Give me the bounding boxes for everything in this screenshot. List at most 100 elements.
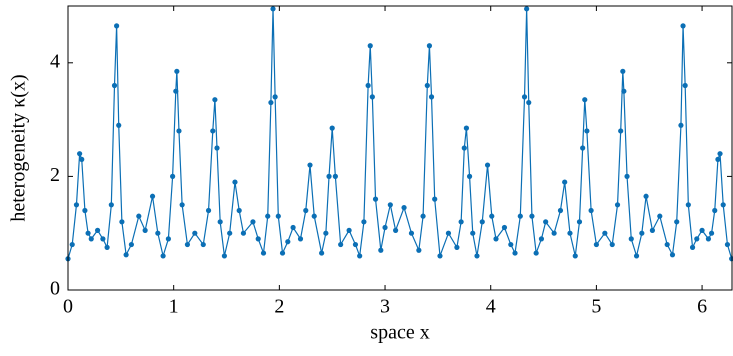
- x-tick-label: 3: [380, 296, 390, 318]
- data-point: [705, 236, 712, 242]
- data-point: [192, 230, 198, 236]
- data-point: [620, 68, 626, 74]
- data-point: [621, 88, 627, 94]
- data-point: [657, 213, 663, 219]
- data-point: [493, 236, 499, 242]
- data-point: [501, 224, 508, 231]
- data-point: [307, 162, 313, 168]
- data-point: [401, 205, 407, 211]
- data-point: [111, 82, 118, 89]
- data-point: [332, 173, 338, 179]
- data-point: [664, 241, 670, 248]
- data-point: [580, 145, 586, 151]
- data-point: [428, 94, 435, 100]
- data-point: [624, 173, 630, 179]
- data-point: [508, 241, 514, 248]
- data-point: [100, 236, 106, 242]
- data-point: [382, 224, 388, 231]
- data-point: [593, 241, 599, 248]
- data-point: [136, 213, 142, 219]
- data-point: [602, 230, 608, 236]
- data-point: [279, 250, 286, 256]
- data-point: [232, 179, 238, 185]
- data-point: [212, 97, 218, 103]
- data-point: [479, 219, 485, 225]
- data-point: [303, 207, 309, 214]
- data-point: [533, 250, 539, 256]
- data-point: [260, 250, 267, 256]
- data-point: [123, 252, 129, 258]
- data-point: [285, 239, 291, 245]
- data-point: [268, 99, 274, 106]
- data-point: [214, 145, 220, 151]
- data-point: [108, 202, 114, 208]
- data-point: [484, 162, 491, 168]
- data-point: [275, 213, 281, 219]
- data-point: [584, 128, 590, 134]
- data-point: [227, 230, 233, 236]
- data-point: [82, 207, 88, 214]
- data-point: [311, 213, 317, 219]
- y-tick-label: 0: [50, 278, 60, 300]
- data-point: [724, 241, 731, 248]
- data-point: [614, 202, 621, 208]
- data-point: [114, 23, 120, 29]
- data-point: [678, 122, 684, 128]
- data-point: [240, 230, 247, 236]
- x-tick-label: 6: [697, 296, 707, 318]
- data-point: [557, 207, 564, 214]
- data-point: [265, 213, 271, 219]
- data-point: [463, 125, 470, 131]
- data-point: [551, 230, 557, 236]
- data-point: [538, 236, 545, 242]
- data-point: [372, 196, 379, 202]
- data-point: [669, 252, 676, 258]
- data-point: [420, 213, 426, 219]
- data-point: [458, 219, 464, 225]
- x-tick-label: 1: [169, 296, 179, 318]
- data-point: [160, 253, 166, 259]
- data-point: [643, 193, 649, 199]
- data-point: [582, 97, 588, 103]
- data-point: [649, 227, 656, 233]
- data-point: [69, 241, 75, 248]
- data-point: [170, 173, 176, 179]
- data-point: [408, 230, 415, 236]
- data-point: [217, 219, 223, 225]
- x-tick-label: 0: [63, 296, 73, 318]
- data-point: [466, 173, 473, 179]
- data-point: [85, 230, 91, 236]
- data-point: [79, 156, 85, 162]
- data-point: [221, 253, 228, 259]
- data-point: [367, 43, 373, 49]
- data-point: [517, 213, 523, 219]
- data-point: [609, 241, 615, 248]
- data-point: [387, 202, 393, 208]
- data-point: [628, 236, 634, 242]
- data-point: [393, 227, 399, 233]
- data-point: [357, 253, 363, 259]
- data-point: [184, 241, 191, 248]
- data-point: [200, 241, 206, 248]
- x-axis-label: space x: [370, 322, 429, 344]
- data-point: [720, 202, 726, 208]
- data-point: [524, 6, 530, 12]
- data-point: [369, 94, 375, 100]
- series-line: [67, 8, 733, 259]
- data-point: [88, 236, 94, 242]
- data-point: [708, 230, 715, 236]
- data-point: [432, 196, 438, 202]
- data-point: [689, 244, 696, 250]
- data-point: [426, 43, 433, 49]
- data-point: [352, 241, 359, 248]
- data-point: [173, 88, 179, 94]
- data-point: [489, 213, 495, 219]
- data-point: [470, 230, 476, 236]
- x-tick-label: 5: [591, 296, 601, 318]
- data-point: [346, 227, 352, 233]
- data-point: [270, 6, 276, 12]
- data-point: [142, 227, 148, 233]
- data-point: [694, 236, 700, 242]
- data-point: [323, 230, 329, 236]
- data-point: [255, 236, 261, 242]
